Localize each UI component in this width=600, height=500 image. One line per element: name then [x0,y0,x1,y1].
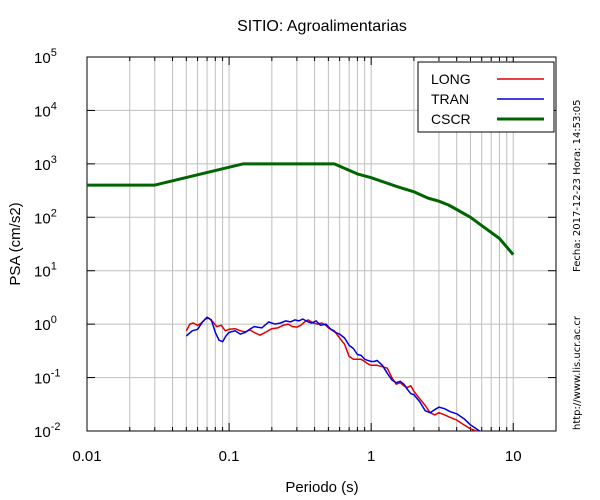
timestamp-label: Fecha: 2017-12-23 Hora: 14:53:05 [572,99,583,273]
y-tick-label: 101 [34,261,57,281]
x-axis-label: Periodo (s) [285,479,358,496]
series-lines [87,162,515,432]
legend-label-cscr: CSCR [431,111,471,127]
chart-title: SITIO: Agroalimentarias [237,18,407,35]
y-tick-label: 102 [34,207,57,227]
series-line-cscr [87,162,515,256]
x-tick-label: 0.1 [219,448,240,465]
plot-frame [86,56,557,432]
legend-label-long: LONG [431,71,471,87]
y-tick-label: 100 [34,314,57,334]
legend: LONG TRAN CSCR [417,61,555,133]
series-line-long [185,317,477,432]
y-tick-label: 10-2 [34,421,60,441]
x-tick-label: 1 [367,448,375,465]
x-tick-label: 0.01 [72,448,101,465]
y-axis-label: PSA (cm/s2) [7,202,24,285]
legend-label-tran: TRAN [431,91,469,107]
y-tick-label: 104 [34,100,57,120]
y-tick-label: 103 [34,154,57,174]
x-tick-label: 10 [505,448,522,465]
url-label: http://www.lis.ucr.ac.cr [572,316,583,430]
series-line-tran [185,316,481,432]
y-tick-label: 10-1 [34,368,60,388]
axis-ticks: 0.01 0.1 1 10 10-2 10-1 100 101 102 103 104 105 [34,47,557,465]
y-tick-label: 105 [34,47,57,67]
